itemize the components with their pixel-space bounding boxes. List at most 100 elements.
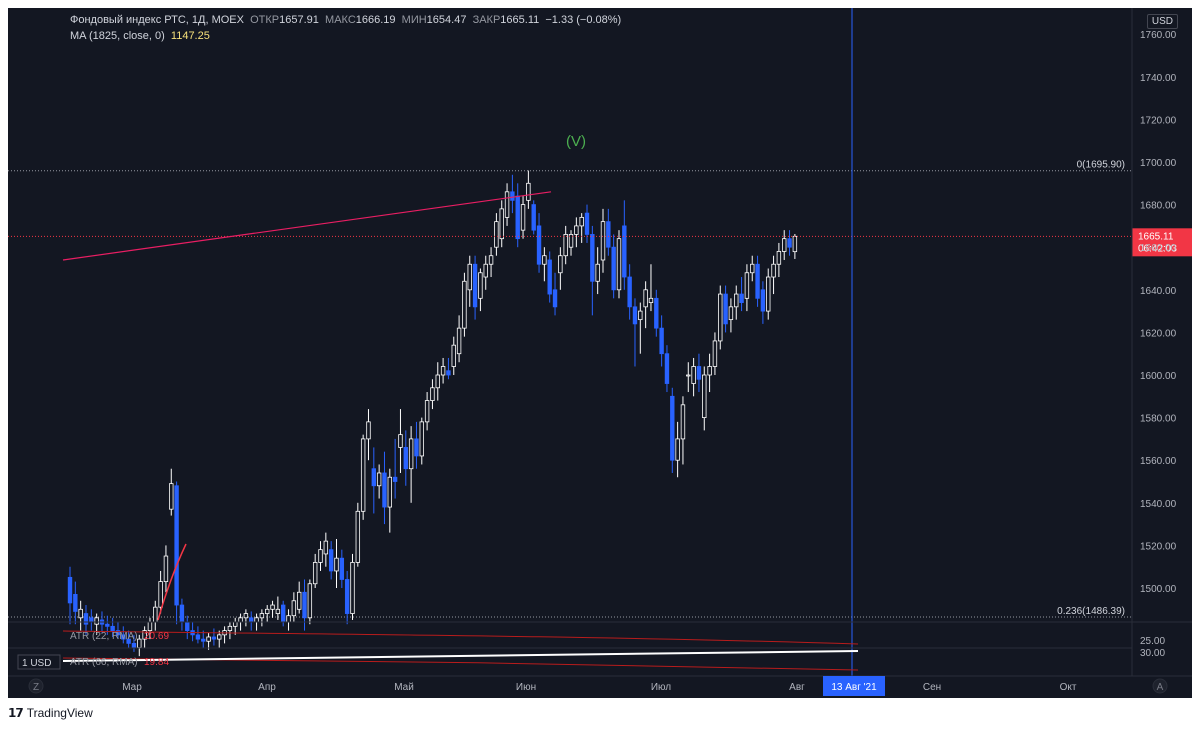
candle bbox=[206, 632, 211, 650]
candle bbox=[339, 549, 345, 588]
open-value: 1657.91 bbox=[279, 14, 319, 26]
candle bbox=[366, 409, 371, 461]
currency-button[interactable]: USD bbox=[1146, 14, 1178, 29]
candle-body bbox=[355, 510, 361, 563]
candle-body bbox=[728, 306, 734, 321]
last-price-value: 1665.11 bbox=[1138, 231, 1174, 242]
atr2-value: 19.84 bbox=[144, 657, 169, 668]
candle-body bbox=[776, 251, 782, 265]
price-tick-label: 1620.00 bbox=[1140, 328, 1177, 339]
candle-body bbox=[510, 191, 515, 201]
candle bbox=[712, 332, 718, 375]
candle bbox=[446, 357, 451, 380]
candle bbox=[169, 468, 174, 516]
candle bbox=[787, 230, 792, 256]
candle bbox=[376, 464, 382, 499]
candle-body bbox=[371, 468, 377, 487]
atr2-label: ATR (66, RMA) bbox=[70, 657, 138, 668]
candle-body bbox=[94, 617, 99, 625]
candle-body bbox=[280, 604, 286, 623]
candle bbox=[382, 451, 387, 525]
candle bbox=[296, 581, 302, 614]
zoom-icon: Z bbox=[33, 682, 39, 693]
candle bbox=[291, 592, 297, 623]
candle-body bbox=[472, 263, 478, 308]
atr-axis-label: 30.00 bbox=[1140, 648, 1165, 659]
atr1-value: 20.69 bbox=[144, 631, 169, 642]
candle bbox=[766, 268, 771, 320]
candle-body bbox=[169, 483, 174, 510]
candle bbox=[622, 200, 627, 290]
candle-body bbox=[600, 221, 606, 261]
atr1-line bbox=[62, 630, 859, 645]
price-tick-label: 1700.00 bbox=[1140, 158, 1177, 169]
candle bbox=[600, 208, 606, 273]
candle-body bbox=[195, 634, 201, 640]
candle-body bbox=[494, 221, 499, 248]
price-tick-label: 1500.00 bbox=[1140, 584, 1177, 595]
price-tick-label: 1740.00 bbox=[1140, 73, 1177, 84]
candle bbox=[494, 213, 499, 256]
candle-body bbox=[185, 621, 190, 632]
candle bbox=[350, 553, 355, 620]
candle bbox=[755, 255, 760, 307]
candle-body bbox=[563, 234, 568, 257]
ma-label[interactable]: MA (1825, close, 0) bbox=[70, 30, 165, 42]
candle-body bbox=[792, 235, 798, 253]
candle-body bbox=[307, 583, 313, 619]
candle-body bbox=[323, 540, 329, 555]
candle-body bbox=[750, 263, 755, 274]
candle-body bbox=[179, 604, 185, 623]
candle bbox=[552, 272, 558, 316]
candle bbox=[355, 502, 361, 567]
ma-value: 1147.25 bbox=[170, 30, 210, 42]
candle bbox=[163, 545, 169, 593]
candle-body bbox=[499, 208, 504, 240]
brand-name[interactable]: TradingView bbox=[26, 706, 93, 720]
candle bbox=[142, 626, 147, 648]
candle-body bbox=[595, 263, 600, 282]
candle-body bbox=[488, 255, 494, 265]
candle bbox=[510, 174, 515, 214]
chart-canvas[interactable]: 0(1695.90)0.236(1486.39) (V)1665.1106:42… bbox=[8, 8, 1192, 698]
price-tick-label: 1680.00 bbox=[1140, 201, 1177, 212]
candle-body bbox=[312, 562, 318, 585]
candle-body bbox=[291, 600, 297, 617]
candle bbox=[659, 315, 664, 367]
candle-body bbox=[456, 327, 462, 355]
candle bbox=[638, 302, 643, 354]
time-axis: Мар Апр Май Июн Июл Авг Сен Окт 13 Авг '21 Z A bbox=[8, 675, 1192, 696]
candle bbox=[547, 251, 552, 303]
candle-body bbox=[387, 476, 392, 508]
candle bbox=[760, 281, 766, 324]
time-tick-label: Июн bbox=[516, 682, 536, 693]
candle-body bbox=[691, 366, 696, 384]
candle-body bbox=[755, 263, 760, 299]
candle bbox=[387, 468, 392, 533]
candle-body bbox=[121, 634, 126, 640]
low-label: МИН bbox=[401, 14, 427, 26]
candle-body bbox=[627, 276, 632, 308]
candle bbox=[360, 434, 366, 520]
candle bbox=[664, 345, 670, 393]
candle bbox=[542, 247, 547, 282]
wave-label: (V) bbox=[566, 133, 586, 150]
candle bbox=[83, 605, 89, 635]
candle-body bbox=[467, 263, 472, 291]
candle-body bbox=[712, 340, 718, 367]
candle bbox=[686, 362, 691, 393]
candle-body bbox=[211, 636, 217, 640]
candle-body bbox=[360, 438, 366, 512]
candle-body bbox=[531, 204, 536, 231]
candle bbox=[782, 230, 787, 260]
candle bbox=[574, 217, 579, 248]
candle bbox=[771, 255, 776, 295]
change-value: −1.33 (−0.08%) bbox=[545, 14, 622, 26]
candle-body bbox=[483, 263, 488, 278]
candle bbox=[174, 481, 179, 625]
zoom-button bbox=[28, 678, 44, 694]
candle-body bbox=[227, 625, 233, 632]
last-price-countdown: 06:42:03 bbox=[1138, 243, 1177, 254]
candle-body bbox=[526, 182, 531, 201]
candle bbox=[627, 264, 632, 320]
